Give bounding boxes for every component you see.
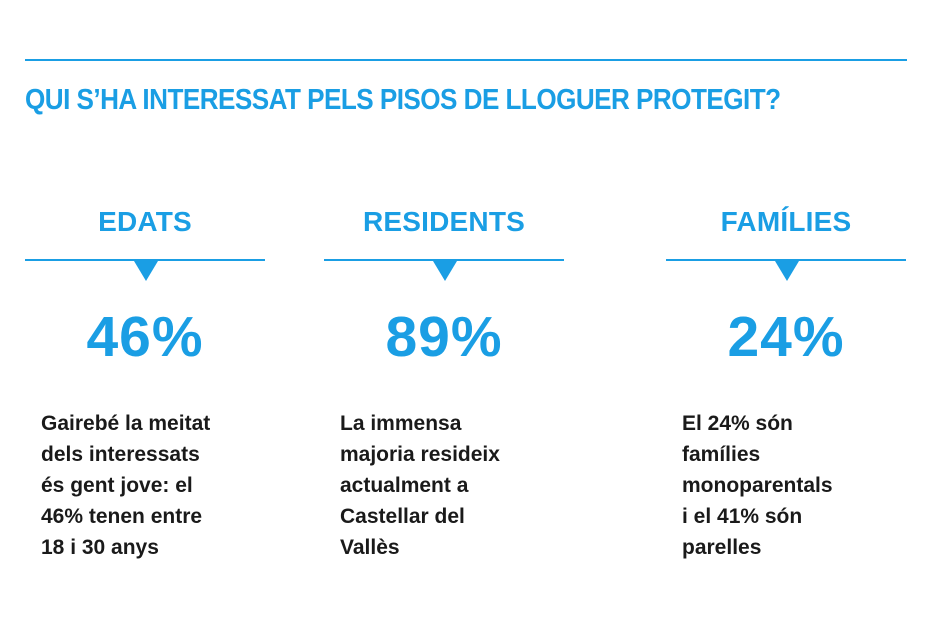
- down-arrow-icon: [433, 261, 457, 281]
- description-line: i el 41% són: [682, 505, 803, 528]
- column-divider: [666, 259, 906, 281]
- down-arrow-icon: [775, 261, 799, 281]
- description-line: dels interessats: [41, 443, 200, 466]
- description-line: El 24% són: [682, 412, 793, 435]
- description-line: 18 i 30 anys: [41, 536, 159, 559]
- stat-description: El 24% són famílies monoparentals i el 4…: [682, 408, 892, 563]
- stat-column-families: FAMÍLIES 24% El 24% són famílies monopar…: [666, 200, 906, 559]
- description-line: Gairebé la meitat: [41, 412, 211, 435]
- description-line: majoria resideix: [340, 443, 500, 466]
- stat-column-residents: RESIDENTS 89% La immensa majoria residei…: [324, 200, 564, 559]
- down-arrow-icon: [134, 261, 158, 281]
- description-line: és gent jove: el: [41, 474, 193, 497]
- description-line: La immensa: [340, 412, 462, 435]
- description-line: monoparentals: [682, 474, 833, 497]
- description-line: actualment a: [340, 474, 469, 497]
- stat-column-edats: EDATS 46% Gairebé la meitat dels interes…: [25, 200, 265, 559]
- description-line: 46% tenen entre: [41, 505, 203, 528]
- column-divider: [324, 259, 564, 281]
- stat-percentage: 24%: [727, 305, 845, 369]
- column-title: FAMÍLIES: [720, 206, 852, 237]
- stat-percentage: 46%: [86, 305, 204, 369]
- top-divider: [25, 59, 907, 61]
- stat-description: La immensa majoria resideix actualment a…: [340, 408, 550, 563]
- description-line: parelles: [682, 536, 762, 559]
- page-title: QUI S’HA INTERESSAT PELS PISOS DE LLOGUE…: [25, 84, 781, 116]
- description-line: Castellar del: [340, 505, 465, 528]
- column-title: RESIDENTS: [362, 206, 526, 237]
- column-title: EDATS: [98, 206, 192, 237]
- stat-percentage: 89%: [385, 305, 503, 369]
- description-line: Vallès: [340, 536, 400, 559]
- column-divider: [25, 259, 265, 281]
- stat-description: Gairebé la meitat dels interessats és ge…: [41, 408, 251, 563]
- description-line: famílies: [682, 443, 761, 466]
